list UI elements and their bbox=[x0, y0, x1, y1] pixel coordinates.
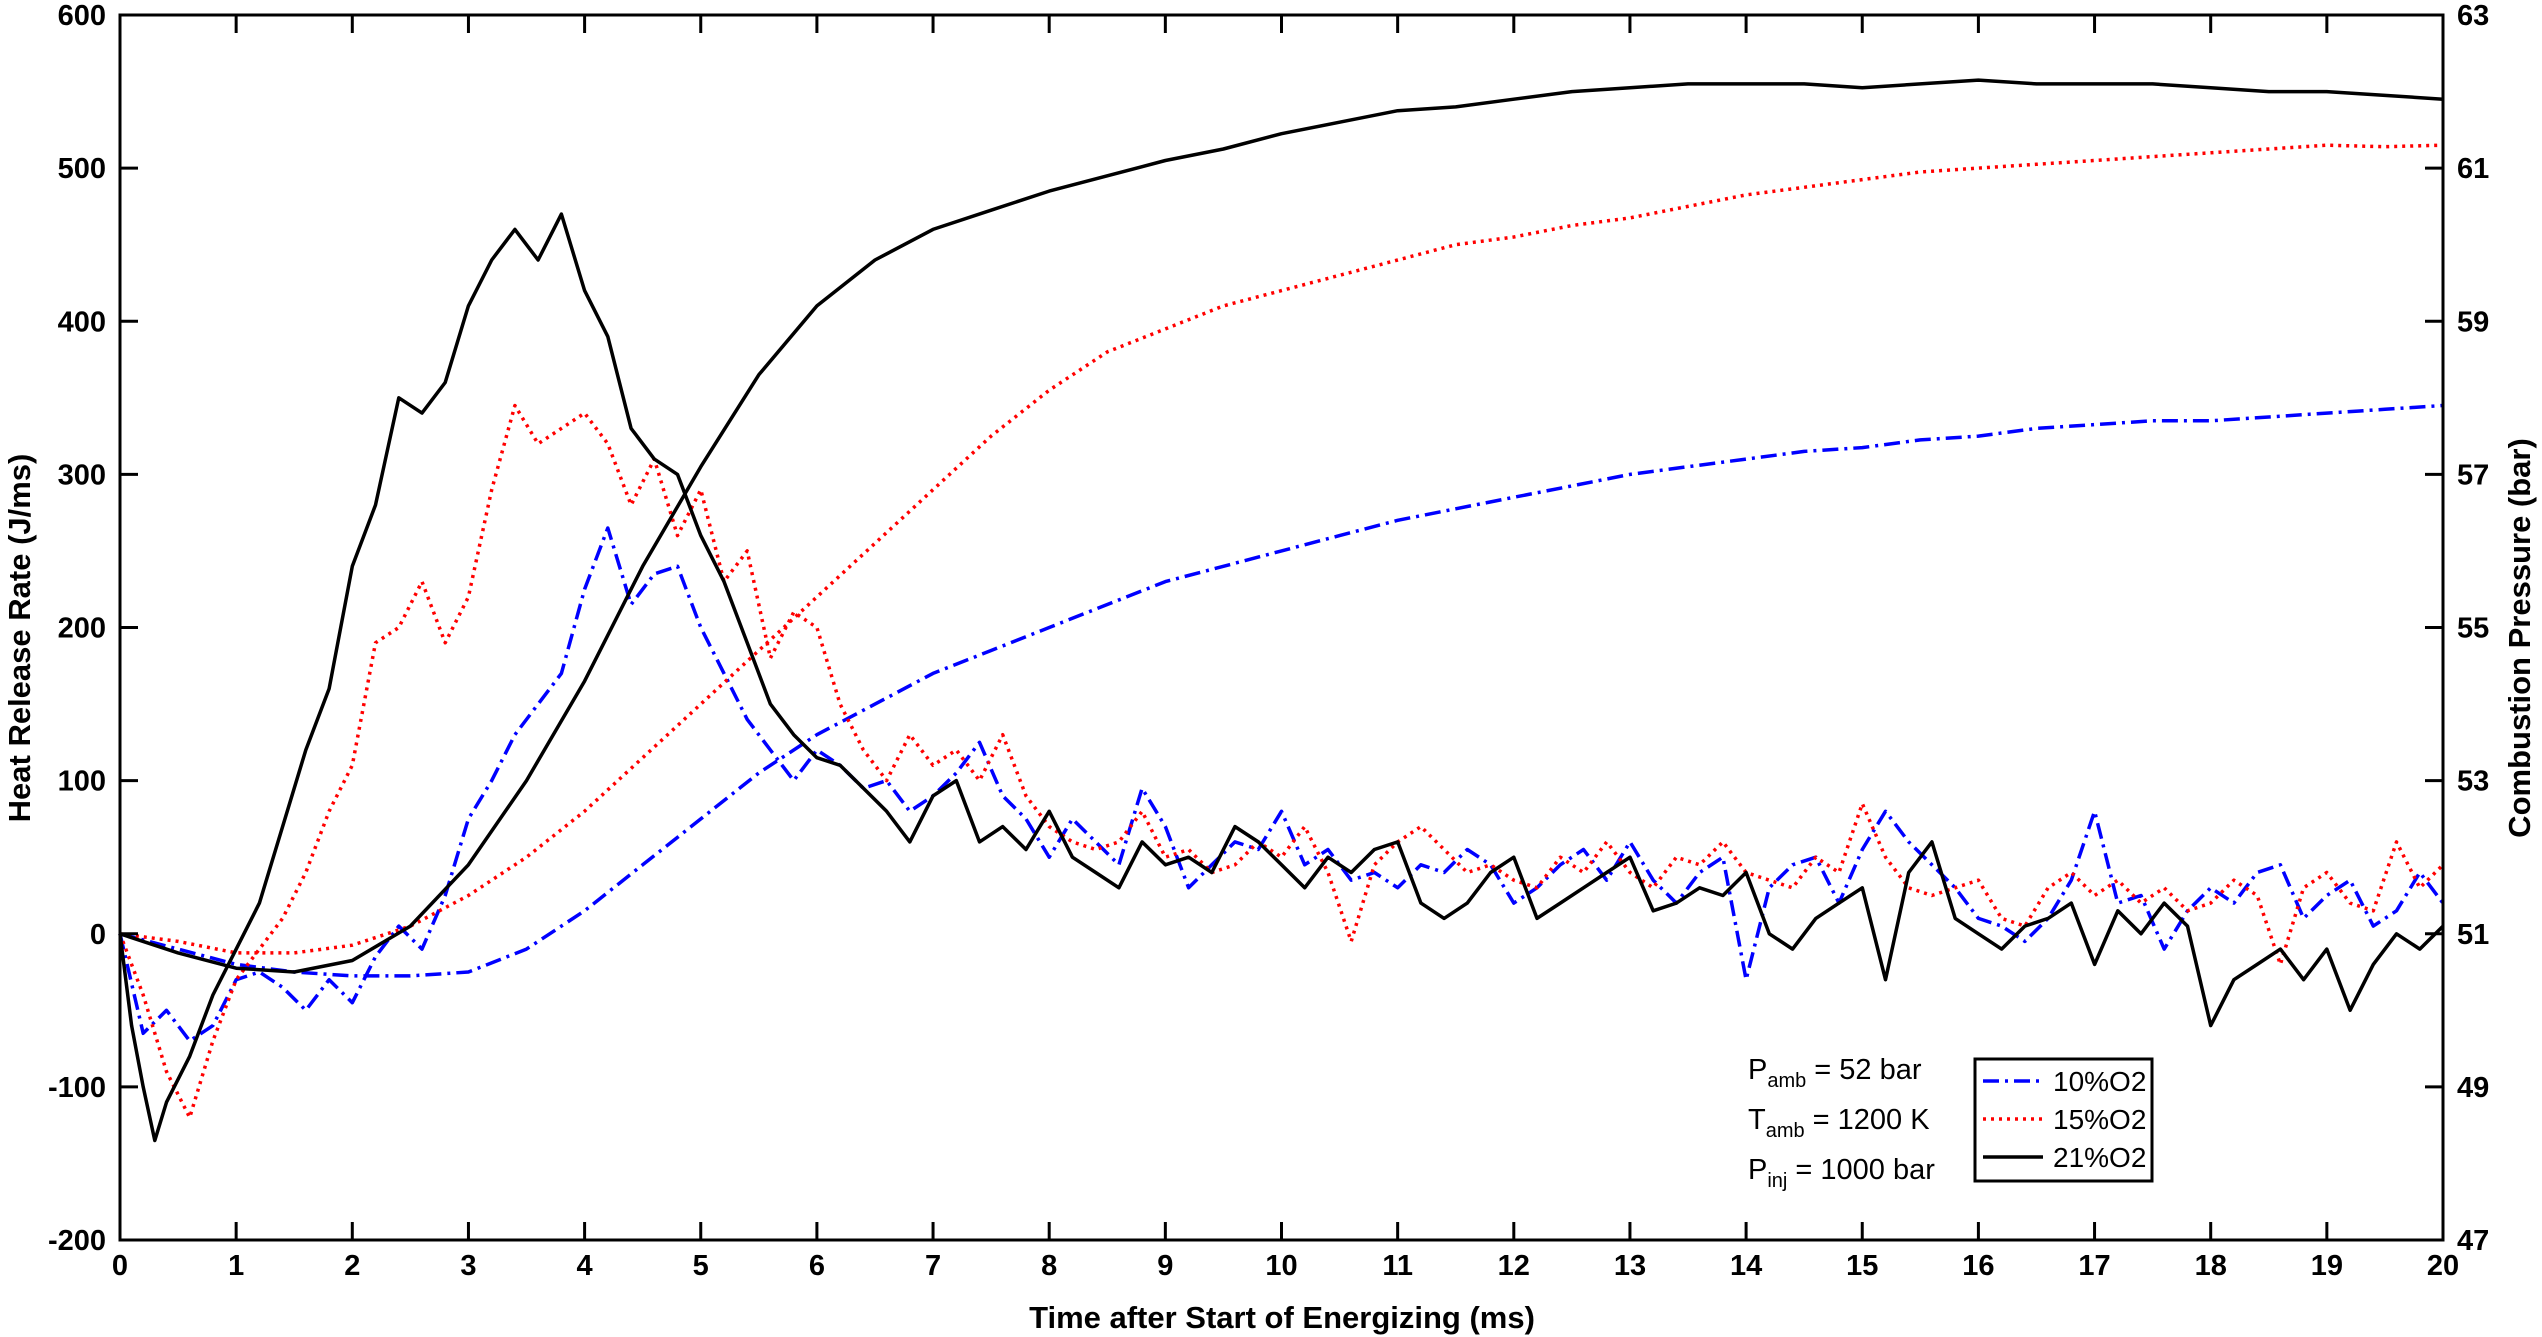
y-axis-title: Heat Release Rate (J/ms) bbox=[2, 454, 37, 823]
y2-tick-label: 61 bbox=[2457, 153, 2489, 185]
x-tick-label: 17 bbox=[2078, 1250, 2110, 1282]
condition-annotations: Pamb = 52 bar Tamb = 1200 K Pinj = 1000 ba… bbox=[1748, 1054, 1935, 1192]
y2-tick-label: 51 bbox=[2457, 919, 2489, 951]
y2-tick-label: 57 bbox=[2457, 459, 2489, 491]
series-line-heat-release-10-pct-o2 bbox=[118, 526, 2445, 1043]
x-tick-label: 13 bbox=[1614, 1250, 1646, 1282]
y2-axis-title: Combustion Pressure (bar) bbox=[2502, 438, 2537, 838]
y2-tick-label: 59 bbox=[2457, 306, 2489, 338]
condition-annotation: Pinj = 1000 bar bbox=[1748, 1154, 1935, 1192]
y-tick-label: 300 bbox=[58, 459, 106, 491]
x-tick-label: 9 bbox=[1157, 1250, 1173, 1282]
series-line-heat-release-21-pct-o2 bbox=[118, 212, 2445, 1143]
x-tick-label: 3 bbox=[460, 1250, 476, 1282]
series-line-pressure-21-pct-o2 bbox=[119, 78, 2444, 974]
y-tick-label: 200 bbox=[58, 613, 106, 645]
x-tick-label: 10 bbox=[1265, 1250, 1297, 1282]
legend-label: 15%O2 bbox=[2053, 1104, 2146, 1135]
x-tick-label: 7 bbox=[925, 1250, 941, 1282]
x-tick-label: 1 bbox=[228, 1250, 244, 1282]
x-axis-title: Time after Start of Energizing (ms) bbox=[1029, 1300, 1535, 1335]
x-tick-label: 11 bbox=[1382, 1250, 1413, 1282]
y2-tick-label: 53 bbox=[2457, 766, 2489, 798]
legend-label: 10%O2 bbox=[2053, 1066, 2146, 1097]
x-tick-label: 2 bbox=[344, 1250, 360, 1282]
x-tick-label: 19 bbox=[2311, 1250, 2343, 1282]
y2-tick-label: 49 bbox=[2457, 1072, 2489, 1104]
x-tick-label: 14 bbox=[1730, 1250, 1762, 1282]
y-tick-label: 500 bbox=[58, 153, 106, 185]
legend-items: 10%O2 15%O2 21%O2 bbox=[1983, 1066, 2146, 1173]
x-tick-label: 15 bbox=[1846, 1250, 1878, 1282]
series-line-pressure-15-pct-o2 bbox=[119, 143, 2444, 955]
condition-annotation: Tamb = 1200 K bbox=[1748, 1104, 1930, 1142]
legend-label: 21%O2 bbox=[2053, 1142, 2146, 1173]
y2-tick-label: 55 bbox=[2457, 613, 2489, 645]
y-tick-label: 600 bbox=[58, 0, 106, 32]
y-tick-label: -100 bbox=[48, 1072, 106, 1104]
legend-box bbox=[1973, 1057, 2154, 1183]
x-tick-label: 8 bbox=[1041, 1250, 1057, 1282]
y2-tick-label: 47 bbox=[2457, 1225, 2489, 1257]
series-line-pressure-10-pct-o2 bbox=[119, 403, 2444, 978]
x-tick-label: 20 bbox=[2427, 1250, 2459, 1282]
x-tick-label: 4 bbox=[577, 1250, 593, 1282]
x-tick-label: 16 bbox=[1962, 1250, 1994, 1282]
condition-annotation: Pamb = 52 bar bbox=[1748, 1054, 1922, 1092]
legend: 10%O2 15%O2 21%O2 bbox=[1973, 1057, 2154, 1183]
x-tick-label: 18 bbox=[2195, 1250, 2227, 1282]
x-tick-label: 6 bbox=[809, 1250, 825, 1282]
x-tick-label: 5 bbox=[693, 1250, 709, 1282]
series-layer bbox=[118, 78, 2445, 1143]
y2-tick-label: 63 bbox=[2457, 0, 2489, 32]
axes-layer: 0 1 2 3 4 5 6 7 8 9 10 11 12 13 14 15 16 17 18 19 20-200-100… bbox=[48, 0, 2489, 1282]
y-tick-label: 100 bbox=[58, 766, 106, 798]
x-tick-label: 12 bbox=[1498, 1250, 1530, 1282]
x-tick-label: 0 bbox=[112, 1250, 128, 1282]
y-tick-label: -200 bbox=[48, 1225, 106, 1257]
y-tick-label: 400 bbox=[58, 306, 106, 338]
y-tick-label: 0 bbox=[90, 919, 106, 951]
